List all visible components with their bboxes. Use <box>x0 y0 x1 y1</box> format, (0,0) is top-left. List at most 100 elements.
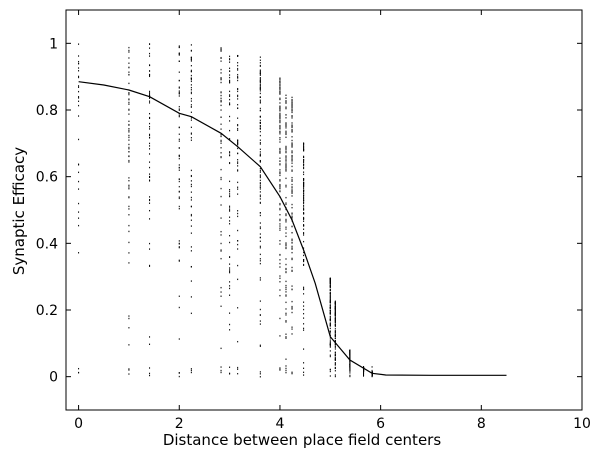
data-point <box>229 82 231 84</box>
data-point <box>303 159 305 161</box>
data-point <box>291 180 293 182</box>
data-point <box>190 371 192 374</box>
data-point <box>329 284 331 287</box>
data-point <box>363 369 365 372</box>
data-point <box>178 87 180 89</box>
data-point <box>237 107 239 110</box>
data-point <box>178 196 180 198</box>
data-point <box>149 52 151 55</box>
data-point <box>303 264 305 266</box>
data-point <box>220 139 222 142</box>
data-point <box>229 281 231 283</box>
data-point <box>229 312 231 314</box>
data-point <box>285 284 287 287</box>
data-point <box>291 195 293 197</box>
data-point <box>229 74 231 76</box>
data-point <box>237 127 239 130</box>
data-point <box>303 374 305 376</box>
data-point <box>229 120 231 122</box>
data-point <box>279 207 281 210</box>
data-point <box>303 288 305 291</box>
data-point <box>149 199 151 202</box>
data-point <box>329 332 331 334</box>
data-point <box>190 180 192 182</box>
data-point <box>303 165 305 167</box>
data-point <box>78 171 80 174</box>
data-point <box>190 117 192 119</box>
data-point <box>329 302 331 304</box>
data-point <box>149 374 151 377</box>
data-point <box>237 144 239 146</box>
data-point <box>78 76 80 79</box>
data-point <box>237 170 239 172</box>
data-point <box>279 214 281 216</box>
data-point <box>220 48 222 51</box>
data-point <box>303 213 305 215</box>
data-point <box>285 164 287 166</box>
data-point <box>291 326 293 328</box>
data-point <box>220 291 222 293</box>
data-point <box>349 363 351 365</box>
data-point <box>78 67 80 69</box>
data-point <box>220 123 222 125</box>
data-point <box>259 179 261 182</box>
data-point <box>259 195 261 198</box>
data-point <box>178 375 180 378</box>
data-point <box>363 368 365 370</box>
data-point <box>128 51 130 53</box>
data-point <box>78 202 80 205</box>
data-point <box>279 110 281 112</box>
data-point <box>303 263 305 266</box>
data-point <box>128 208 130 210</box>
data-point <box>291 372 293 374</box>
data-point <box>149 43 151 45</box>
data-point <box>291 157 293 159</box>
data-point <box>220 295 222 297</box>
x-tick-labels: 0 2 4 6 8 10 <box>74 416 591 432</box>
data-point <box>229 152 231 154</box>
data-point <box>285 150 287 152</box>
data-point <box>178 154 180 157</box>
data-point <box>178 207 180 210</box>
data-point <box>190 111 192 113</box>
data-point <box>303 145 305 147</box>
data-point <box>220 109 222 111</box>
data-point <box>178 92 180 94</box>
data-point <box>178 105 180 108</box>
data-point <box>334 310 336 312</box>
data-point <box>285 133 287 136</box>
data-point <box>285 147 287 149</box>
data-point <box>259 99 261 101</box>
data-point <box>285 202 287 204</box>
data-point <box>285 301 287 304</box>
data-point <box>78 188 80 190</box>
data-point <box>190 92 192 95</box>
data-point <box>237 152 239 155</box>
data-point <box>259 323 261 325</box>
data-point <box>363 366 365 368</box>
mean-curve-line <box>78 81 507 376</box>
data-point <box>279 127 281 129</box>
data-point <box>334 353 336 355</box>
data-point <box>279 163 281 165</box>
data-point <box>259 70 261 72</box>
data-point <box>237 79 239 82</box>
data-point <box>279 117 281 120</box>
data-point <box>229 138 231 141</box>
data-point <box>329 368 331 371</box>
data-point <box>149 179 151 181</box>
data-point <box>291 225 293 228</box>
data-point <box>349 374 351 377</box>
data-point <box>285 371 287 374</box>
data-point <box>128 131 130 133</box>
data-point <box>259 262 261 265</box>
data-point <box>259 81 261 83</box>
data-point <box>363 372 365 375</box>
data-point <box>285 130 287 132</box>
data-point <box>279 105 281 107</box>
data-point <box>128 315 130 317</box>
data-point <box>279 243 281 245</box>
data-point <box>285 117 287 119</box>
data-point <box>259 227 261 230</box>
